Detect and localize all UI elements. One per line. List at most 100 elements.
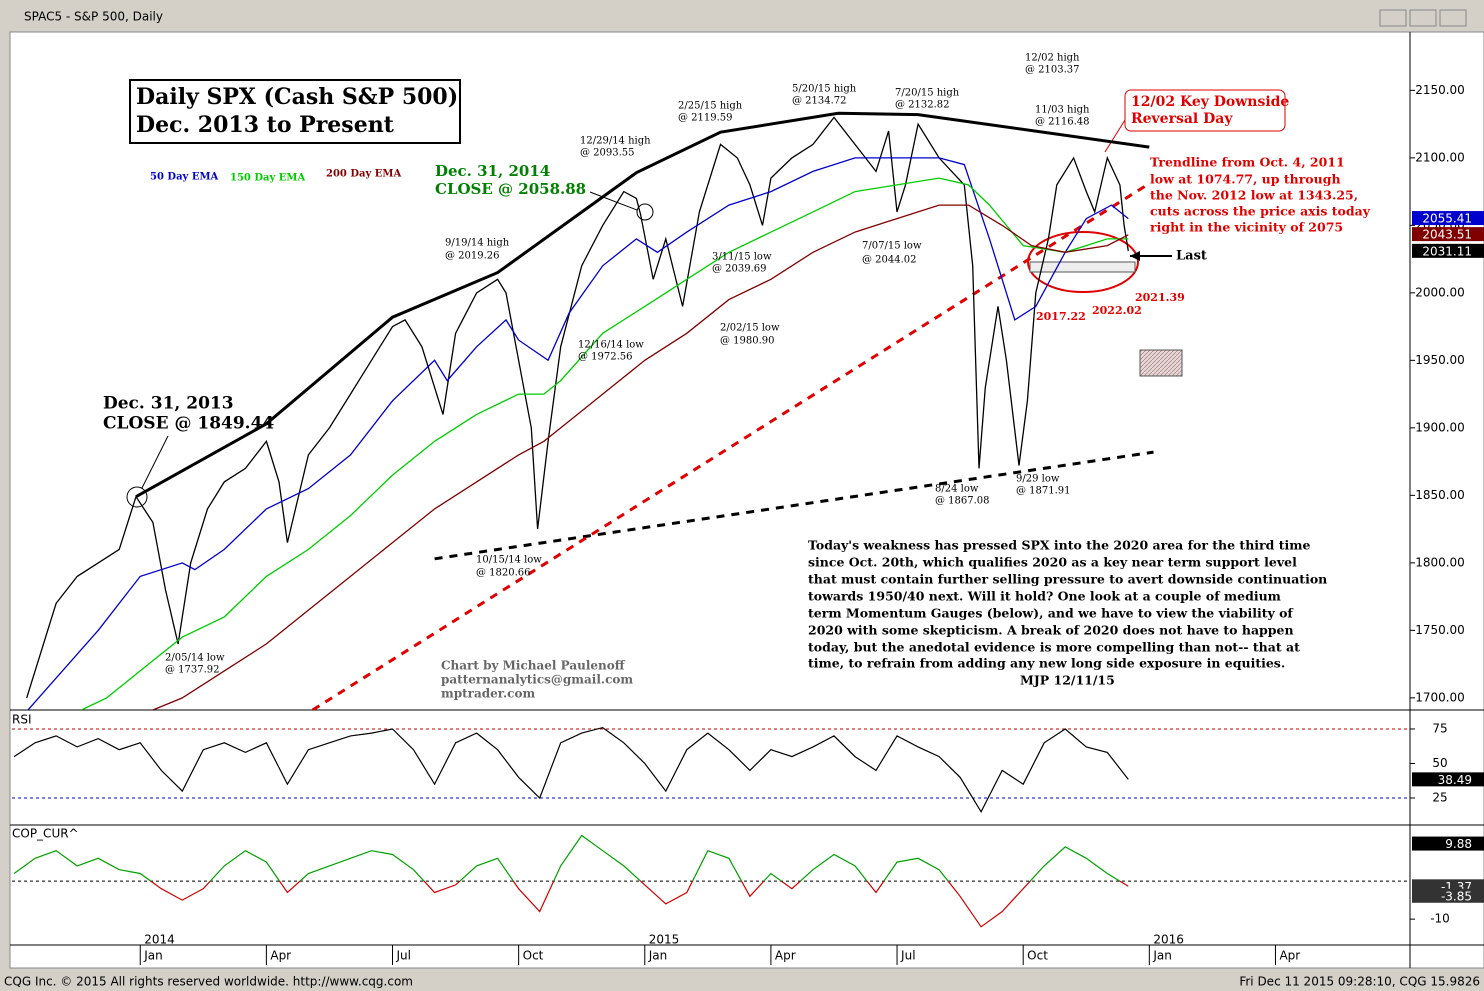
annotation: towards 1950/40 next. Will it hold? One … (808, 589, 1281, 604)
series-line (13, 726, 1129, 814)
annotation: 10/15/14 low (476, 555, 542, 566)
annotation: 12/16/14 low (578, 340, 644, 351)
annotation: low at 1074.77, up through (1150, 172, 1341, 187)
pointer (589, 191, 638, 211)
x-tick-label: Apr (270, 949, 291, 963)
annotation: @ 1871.91 (1016, 486, 1071, 497)
support-zone (1029, 261, 1136, 273)
highlight-circle (636, 203, 654, 221)
trendline (434, 450, 1154, 561)
x-tick-label: Apr (1279, 949, 1300, 963)
x-tick-label: Jan (1152, 949, 1172, 963)
panel-title: RSI (12, 713, 32, 727)
annotation: 7/07/15 low (862, 241, 922, 252)
y-tick-label: 50 (1432, 756, 1447, 770)
y-tick-label: 2100.00 (1415, 150, 1465, 164)
annotation: @ 1972.56 (578, 352, 633, 363)
target-box (1139, 349, 1183, 377)
annotation: 2/05/14 low (165, 653, 225, 664)
y-tick-label: 1750.00 (1415, 623, 1465, 637)
highlight-ellipse (1027, 231, 1139, 293)
series-line (27, 157, 1129, 710)
annotation: the Nov. 2012 low at 1343.25, (1150, 188, 1358, 203)
year-label: 2016 (1153, 933, 1184, 947)
chart-title: Daily SPX (Cash S&P 500) (136, 84, 458, 110)
series-line (81, 177, 1129, 710)
price-flag-label: -3.85 (1441, 889, 1472, 903)
annotation: 2021.39 (1135, 291, 1185, 304)
annotation: @ 2039.69 (712, 264, 767, 275)
x-tick-label: Oct (1027, 949, 1048, 963)
annotation: 11/03 high (1035, 105, 1090, 116)
price-flag (1412, 772, 1484, 787)
title-bar (0, 0, 1484, 30)
annotation: 9/19/14 high (445, 238, 510, 249)
y-tick-label: 1950.00 (1415, 353, 1465, 367)
annotation: 5/20/15 high (792, 84, 857, 95)
legend-entry: 50 Day EMA (150, 172, 219, 183)
annotation: @ 1867.08 (935, 496, 990, 507)
year-label: 2014 (144, 933, 175, 947)
annotation: @ 2093.55 (580, 148, 635, 159)
annotation: @ 1980.90 (720, 336, 775, 347)
footer-left: CQG Inc. © 2015 All rights reserved worl… (4, 975, 413, 989)
chart-title: Dec. 2013 to Present (136, 112, 395, 138)
y-tick-label: 1900.00 (1415, 420, 1465, 434)
x-tick-label: Apr (775, 949, 796, 963)
legend-entry: 200 Day EMA (326, 169, 401, 180)
annotation: time, to refrain from adding any new lon… (808, 656, 1285, 671)
x-tick-label: Oct (523, 949, 544, 963)
price-flag (1412, 211, 1484, 226)
annotation: 2022.02 (1092, 304, 1142, 317)
annotation: Today's weakness has pressed SPX into th… (808, 538, 1310, 553)
annotation: @ 2132.82 (895, 100, 950, 111)
y-tick-label: 1850.00 (1415, 488, 1465, 502)
x-tick-label: Jan (143, 949, 163, 963)
series-line (152, 204, 1129, 710)
series-line (26, 116, 1129, 699)
annotation: @ 2019.26 (445, 251, 500, 262)
x-tick-label: Jul (396, 949, 411, 963)
trendline (135, 111, 1150, 499)
price-flag-label: 2043.51 (1422, 228, 1472, 242)
y-tick-label: 75 (1432, 721, 1447, 735)
annotation: 3/11/15 low (712, 252, 772, 263)
annotation: Reversal Day (1131, 111, 1233, 127)
plot (12, 834, 1410, 928)
price-flag (1412, 243, 1484, 258)
annotation: 7/20/15 high (895, 88, 960, 99)
annotation: Last (1176, 249, 1207, 264)
price-flag-label: 2055.41 (1422, 212, 1472, 226)
maximize-button[interactable] (1409, 9, 1437, 27)
annotation: 12/02 high (1025, 53, 1080, 64)
price-flag (1412, 888, 1484, 903)
price-flag (1412, 227, 1484, 242)
annotation: 12/02 Key Downside (1131, 94, 1289, 110)
annotation: mptrader.com (441, 687, 535, 701)
pointer (1104, 119, 1126, 153)
minimize-button[interactable] (1379, 9, 1407, 27)
panel-title: COP_CUR^ (12, 827, 79, 841)
close-button[interactable] (1439, 9, 1467, 27)
price-flag-label: 2031.11 (1422, 244, 1472, 258)
annotation: @ 2103.37 (1025, 65, 1080, 76)
annotation: patternanalytics@gmail.com (441, 673, 633, 687)
y-tick-label: 25 (1432, 790, 1447, 804)
price-flag (1412, 836, 1484, 851)
annotation: @ 2119.59 (678, 113, 733, 124)
annotation: Dec. 31, 2014 (435, 162, 550, 180)
highlight-circle (126, 486, 148, 508)
annotation: that must contain further selling pressu… (808, 572, 1327, 587)
series-line (13, 834, 1129, 928)
plot (12, 726, 1410, 814)
annotation: @ 2134.72 (792, 96, 847, 107)
plot (26, 111, 1154, 710)
annotation: right in the vicinity of 2075 (1150, 220, 1343, 235)
price-flag-label: 9.88 (1445, 837, 1472, 851)
y-tick-label: 2150.00 (1415, 83, 1465, 97)
annotation: 9/29 low (1016, 474, 1060, 485)
annotation: MJP 12/11/15 (1020, 673, 1115, 688)
annotation: Chart by Michael Paulenoff (441, 659, 626, 673)
annotation: Trendline from Oct. 4, 2011 (1150, 155, 1345, 170)
